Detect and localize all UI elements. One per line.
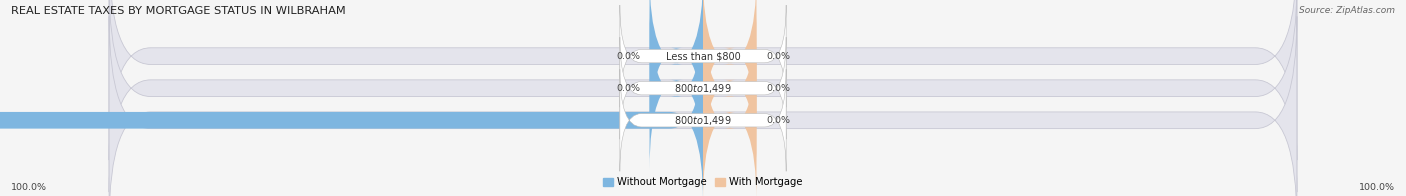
Text: 100.0%: 100.0% [1358, 183, 1395, 192]
Text: Source: ZipAtlas.com: Source: ZipAtlas.com [1299, 6, 1395, 15]
FancyBboxPatch shape [110, 0, 1296, 160]
Text: 0.0%: 0.0% [766, 116, 790, 125]
Text: 100.0%: 100.0% [11, 183, 48, 192]
FancyBboxPatch shape [703, 0, 756, 138]
FancyBboxPatch shape [620, 37, 786, 139]
Text: 0.0%: 0.0% [766, 84, 790, 93]
Legend: Without Mortgage, With Mortgage: Without Mortgage, With Mortgage [599, 173, 807, 191]
FancyBboxPatch shape [620, 69, 786, 171]
FancyBboxPatch shape [703, 39, 756, 196]
FancyBboxPatch shape [0, 39, 703, 196]
FancyBboxPatch shape [703, 7, 756, 170]
Text: 0.0%: 0.0% [616, 52, 640, 61]
Text: REAL ESTATE TAXES BY MORTGAGE STATUS IN WILBRAHAM: REAL ESTATE TAXES BY MORTGAGE STATUS IN … [11, 6, 346, 16]
FancyBboxPatch shape [110, 0, 1296, 192]
Text: $800 to $1,499: $800 to $1,499 [675, 114, 731, 127]
Text: 0.0%: 0.0% [766, 52, 790, 61]
FancyBboxPatch shape [620, 5, 786, 107]
Text: Less than $800: Less than $800 [665, 51, 741, 61]
FancyBboxPatch shape [650, 7, 703, 170]
Text: $800 to $1,499: $800 to $1,499 [675, 82, 731, 95]
FancyBboxPatch shape [650, 0, 703, 138]
FancyBboxPatch shape [110, 16, 1296, 196]
Text: 0.0%: 0.0% [616, 84, 640, 93]
